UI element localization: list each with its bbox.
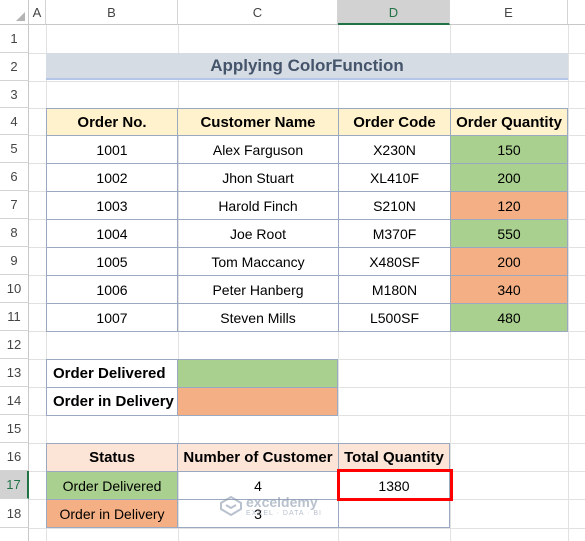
row-header-9[interactable]: 9 xyxy=(0,247,29,275)
summary-header-count[interactable]: Number of Customer xyxy=(177,443,339,472)
select-all-corner[interactable] xyxy=(0,0,29,25)
header-order-no[interactable]: Order No. xyxy=(46,108,178,136)
order-no-cell[interactable]: 1003 xyxy=(46,191,178,220)
column-header-c[interactable]: C xyxy=(178,0,338,25)
legend-delivered-swatch[interactable] xyxy=(177,359,338,388)
customer-name-cell[interactable]: Steven Mills xyxy=(177,303,339,332)
row-header-15[interactable]: 15 xyxy=(0,415,29,443)
customer-name-cell[interactable]: Tom Maccancy xyxy=(177,247,339,276)
legend-in-delivery-label[interactable]: Order in Delivery xyxy=(46,387,178,416)
row-header-13[interactable]: 13 xyxy=(0,359,29,387)
row-header-12[interactable]: 12 xyxy=(0,331,29,359)
legend-in-delivery-swatch[interactable] xyxy=(177,387,338,416)
order-quantity-cell[interactable]: 340 xyxy=(450,275,568,304)
row-header-4[interactable]: 4 xyxy=(0,108,29,135)
order-quantity-cell[interactable]: 200 xyxy=(450,247,568,276)
header-order-quantity[interactable]: Order Quantity xyxy=(450,108,568,136)
customer-name-cell[interactable]: Joe Root xyxy=(177,219,339,248)
row-header-6[interactable]: 6 xyxy=(0,163,29,191)
order-code-cell[interactable]: M370F xyxy=(338,219,451,248)
highlight-box xyxy=(337,469,453,501)
order-no-cell[interactable]: 1002 xyxy=(46,163,178,192)
row-header-14[interactable]: 14 xyxy=(0,387,29,415)
order-code-cell[interactable]: L500SF xyxy=(338,303,451,332)
exceldemy-logo-icon xyxy=(220,495,242,516)
order-code-cell[interactable]: M180N xyxy=(338,275,451,304)
column-header-f[interactable] xyxy=(568,0,585,25)
row-header-1[interactable]: 1 xyxy=(0,25,29,53)
order-code-cell[interactable]: X480SF xyxy=(338,247,451,276)
customer-name-cell[interactable]: Alex Farguson xyxy=(177,135,339,164)
column-header-d[interactable]: D xyxy=(338,0,450,25)
order-quantity-cell[interactable]: 550 xyxy=(450,219,568,248)
row-header-19[interactable] xyxy=(0,528,29,541)
summary-status-cell[interactable]: Order in Delivery xyxy=(46,499,178,528)
order-code-cell[interactable]: XL410F xyxy=(338,163,451,192)
column-header-b[interactable]: B xyxy=(46,0,178,25)
summary-header-total[interactable]: Total Quantity xyxy=(338,443,450,472)
row-header-18[interactable]: 18 xyxy=(0,499,29,528)
row-header-11[interactable]: 11 xyxy=(0,303,29,331)
row-header-10[interactable]: 10 xyxy=(0,275,29,303)
order-quantity-cell[interactable]: 200 xyxy=(450,163,568,192)
select-all-icon xyxy=(16,12,25,21)
summary-header-status[interactable]: Status xyxy=(46,443,178,472)
order-quantity-cell[interactable]: 480 xyxy=(450,303,568,332)
order-no-cell[interactable]: 1004 xyxy=(46,219,178,248)
row-header-2[interactable]: 2 xyxy=(0,53,29,81)
row-header-8[interactable]: 8 xyxy=(0,219,29,247)
order-no-cell[interactable]: 1007 xyxy=(46,303,178,332)
summary-status-cell[interactable]: Order Delivered xyxy=(46,471,178,500)
sheet-title[interactable]: Applying ColorFunction xyxy=(46,53,568,80)
row-header-3[interactable]: 3 xyxy=(0,81,29,108)
watermark: exceldemy EXCEL · DATA · BI xyxy=(220,494,322,517)
row-header-7[interactable]: 7 xyxy=(0,191,29,219)
header-customer-name[interactable]: Customer Name xyxy=(177,108,339,136)
watermark-brand: exceldemy xyxy=(246,494,318,510)
customer-name-cell[interactable]: Jhon Stuart xyxy=(177,163,339,192)
customer-name-cell[interactable]: Harold Finch xyxy=(177,191,339,220)
legend-delivered-label[interactable]: Order Delivered xyxy=(46,359,178,388)
order-no-cell[interactable]: 1005 xyxy=(46,247,178,276)
order-no-cell[interactable]: 1006 xyxy=(46,275,178,304)
row-header-16[interactable]: 16 xyxy=(0,443,29,471)
column-header-e[interactable]: E xyxy=(450,0,568,25)
order-code-cell[interactable]: X230N xyxy=(338,135,451,164)
order-no-cell[interactable]: 1001 xyxy=(46,135,178,164)
watermark-tagline: EXCEL · DATA · BI xyxy=(246,510,322,517)
row-header-17[interactable]: 17 xyxy=(0,471,29,499)
summary-total-cell[interactable] xyxy=(338,499,450,528)
row-header-5[interactable]: 5 xyxy=(0,135,29,163)
header-order-code[interactable]: Order Code xyxy=(338,108,451,136)
customer-name-cell[interactable]: Peter Hanberg xyxy=(177,275,339,304)
column-header-a[interactable]: A xyxy=(29,0,46,25)
order-quantity-cell[interactable]: 150 xyxy=(450,135,568,164)
order-quantity-cell[interactable]: 120 xyxy=(450,191,568,220)
order-code-cell[interactable]: S210N xyxy=(338,191,451,220)
